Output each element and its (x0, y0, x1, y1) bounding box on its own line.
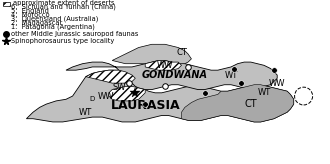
Polygon shape (182, 85, 294, 122)
Text: WW: WW (269, 79, 285, 88)
Text: SW: SW (112, 83, 125, 92)
Polygon shape (66, 61, 277, 90)
Polygon shape (26, 70, 294, 122)
Text: WW: WW (97, 92, 114, 101)
Text: 3:  Queensland (Australia): 3: Queensland (Australia) (11, 16, 98, 22)
Text: 1:  Patagonia (Argentina): 1: Patagonia (Argentina) (11, 24, 95, 30)
Text: GONDWANA: GONDWANA (142, 70, 208, 80)
Polygon shape (86, 70, 135, 83)
Polygon shape (112, 44, 191, 64)
Text: WT: WT (224, 71, 238, 80)
Polygon shape (145, 61, 182, 70)
Text: WT: WT (79, 108, 92, 117)
FancyBboxPatch shape (3, 2, 10, 6)
Text: Spinophorosaurus type locality: Spinophorosaurus type locality (11, 38, 114, 44)
Text: CT: CT (176, 48, 187, 57)
Text: D: D (90, 96, 95, 102)
Text: LAURASIA: LAURASIA (111, 99, 180, 112)
Text: CT: CT (245, 99, 257, 109)
Text: 6:  Sichuan and Yunnan (China): 6: Sichuan and Yunnan (China) (11, 4, 116, 10)
Text: 5:  England: 5: England (11, 8, 49, 14)
Text: 4:  Morocco: 4: Morocco (11, 12, 50, 18)
Text: WT: WT (257, 88, 271, 97)
Text: 2:  Madagascar: 2: Madagascar (11, 20, 62, 26)
Polygon shape (109, 86, 145, 101)
Text: approximate extent of deserts: approximate extent of deserts (13, 0, 115, 6)
Text: WW: WW (157, 61, 173, 70)
Text: other Middle Jurassic sauropod faunas: other Middle Jurassic sauropod faunas (11, 31, 138, 37)
